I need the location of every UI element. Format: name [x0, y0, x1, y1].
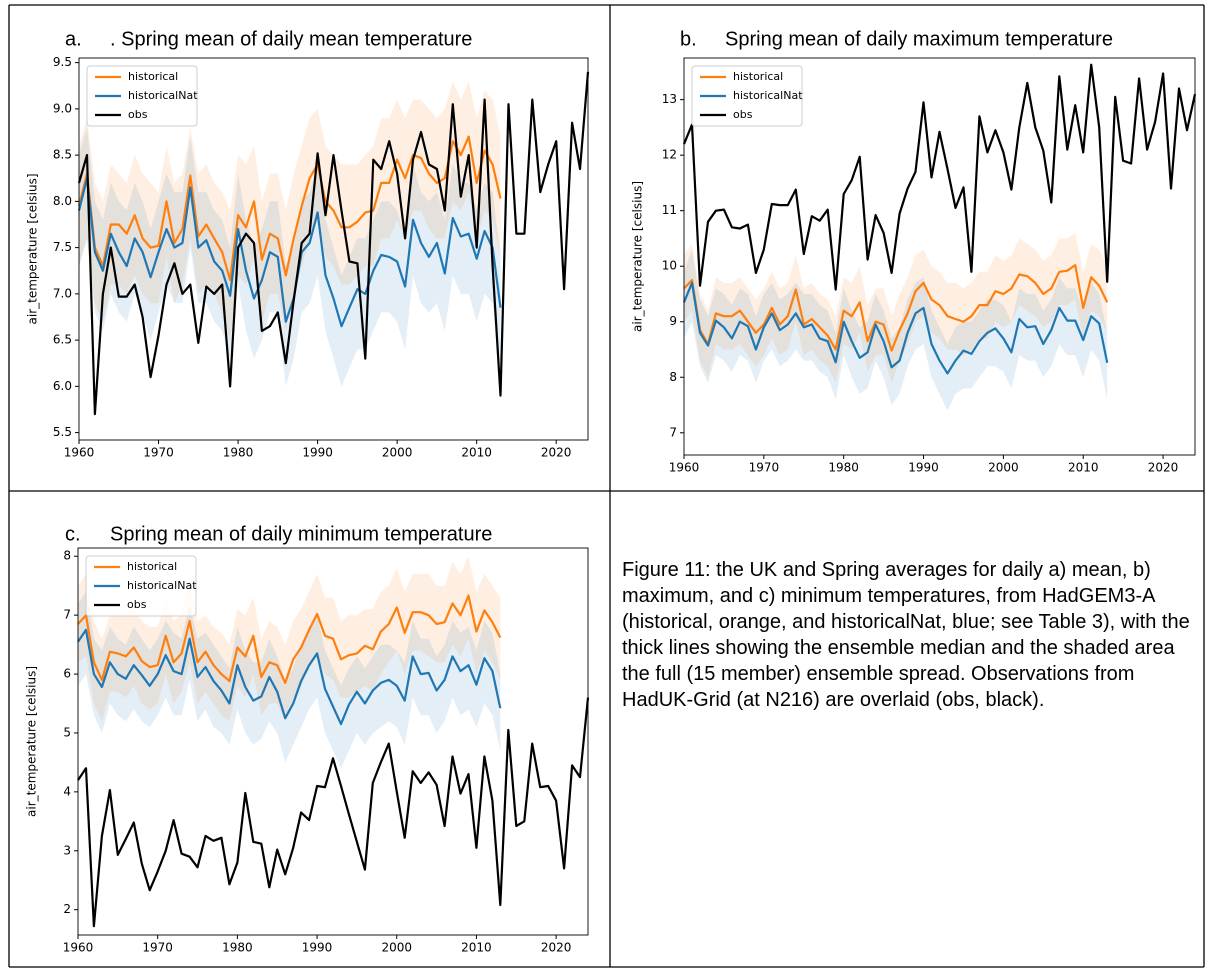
series-line [683, 264, 1109, 352]
y-tick-label: 8.5 [53, 148, 72, 162]
series-line [77, 594, 502, 684]
x-tick-label: 1970 [143, 446, 174, 460]
series-line [77, 628, 502, 726]
x-tick-label: 2000 [988, 461, 1019, 475]
y-tick-label: 9 [669, 314, 677, 328]
panel-label: c. [65, 523, 81, 545]
y-tick-label: 4 [63, 784, 71, 798]
y-tick-label: 7 [669, 425, 677, 439]
legend-label: historicalNat [127, 579, 197, 592]
chart-title: . Spring mean of daily mean temperature [110, 28, 472, 50]
y-tick-label: 6 [63, 667, 71, 681]
y-tick-label: 13 [662, 92, 677, 106]
series-line [77, 71, 590, 416]
y-tick-label: 7.5 [53, 240, 72, 254]
chart-title: Spring mean of daily minimum temperature [110, 523, 492, 545]
y-tick-label: 8 [63, 549, 71, 563]
spread-band [684, 232, 1108, 383]
y-tick-label: 6.5 [53, 333, 72, 347]
x-tick-label: 1990 [302, 446, 333, 460]
y-tick-label: 5.5 [53, 425, 72, 439]
y-tick-label: 7.0 [53, 286, 72, 300]
legend-label: historical [127, 560, 177, 573]
y-tick-label: 7 [63, 608, 71, 622]
series-line [77, 177, 502, 328]
x-tick-label: 1980 [222, 941, 253, 955]
legend-label: obs [128, 108, 148, 121]
legend-label: historical [733, 70, 783, 83]
legend-label: historical [128, 70, 178, 83]
series-line [77, 697, 590, 928]
plot-frame [77, 547, 589, 936]
y-tick-label: 10 [662, 259, 677, 273]
series-line [682, 281, 1109, 375]
panel-label: a. [65, 28, 82, 50]
x-tick-label: 2020 [1148, 461, 1179, 475]
x-tick-label: 1980 [828, 461, 859, 475]
x-tick-label: 2010 [461, 446, 492, 460]
y-tick-label: 11 [662, 203, 677, 217]
x-tick-label: 1970 [142, 941, 173, 955]
legend-label: obs [127, 598, 147, 611]
y-axis-label: air_temperature [celsius] [631, 181, 645, 332]
spread-band [79, 81, 501, 341]
legend-box [85, 555, 197, 617]
x-tick-label: 2000 [382, 446, 413, 460]
y-tick-label: 6.0 [53, 379, 72, 393]
x-tick-label: 2010 [461, 941, 492, 955]
legend-box [86, 65, 198, 127]
x-tick-label: 2000 [381, 941, 412, 955]
y-axis-label: air_temperature [celsius] [26, 174, 40, 325]
x-tick-label: 1960 [63, 941, 94, 955]
y-tick-label: 8.0 [53, 194, 72, 208]
x-tick-label: 1960 [64, 446, 95, 460]
series-line [77, 135, 502, 282]
spread-band [684, 249, 1108, 411]
y-tick-label: 9.0 [53, 101, 72, 115]
x-tick-label: 1990 [302, 941, 333, 955]
x-tick-label: 2020 [541, 446, 572, 460]
legend-label: historicalNat [733, 89, 803, 102]
y-tick-label: 2 [63, 902, 71, 916]
x-tick-label: 1970 [749, 461, 780, 475]
chart-title: Spring mean of daily maximum temperature [725, 28, 1113, 50]
x-tick-label: 1960 [669, 461, 700, 475]
series-line [682, 63, 1197, 291]
x-tick-label: 2020 [541, 941, 572, 955]
y-tick-label: 5 [63, 725, 71, 739]
y-tick-label: 9.5 [53, 55, 72, 69]
figure-caption: Figure 11: the UK and Spring averages fo… [622, 559, 1190, 711]
y-tick-label: 3 [63, 843, 71, 857]
legend-box [691, 65, 803, 127]
plot-frame [78, 57, 589, 441]
spread-band [78, 591, 501, 769]
y-tick-label: 8 [669, 370, 677, 384]
x-tick-label: 1980 [223, 446, 254, 460]
x-tick-label: 2010 [1068, 461, 1099, 475]
legend-label: obs [733, 108, 753, 121]
legend-label: historicalNat [128, 89, 198, 102]
plot-frame [683, 57, 1196, 456]
y-tick-label: 12 [662, 148, 677, 162]
panel-label: b. [680, 28, 697, 50]
y-axis-label: air_temperature [celsius] [25, 666, 39, 817]
spread-band [78, 556, 501, 722]
x-tick-label: 1990 [908, 461, 939, 475]
